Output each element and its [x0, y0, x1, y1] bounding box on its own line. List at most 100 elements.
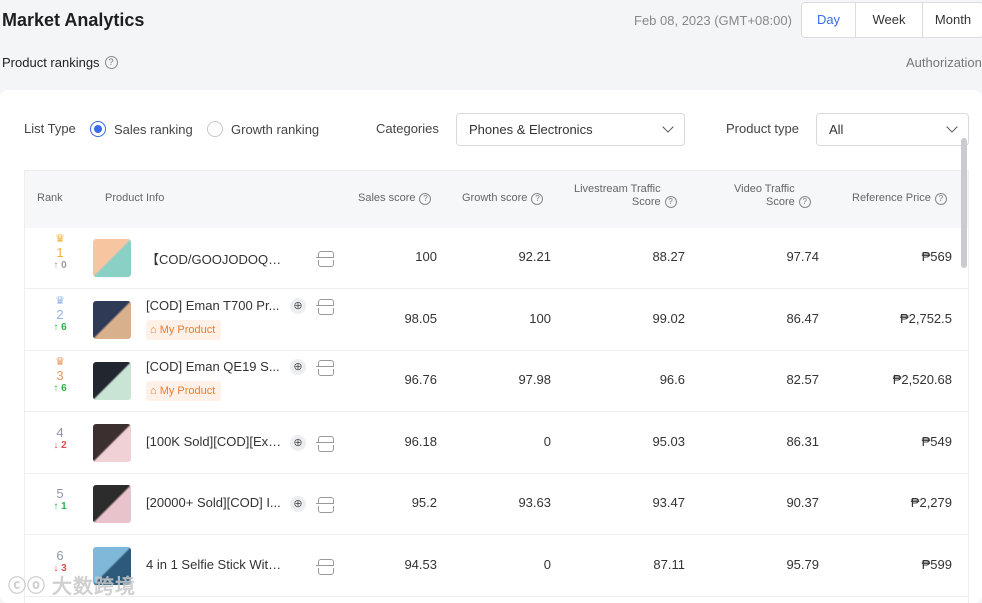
product-name[interactable]: 【COD/GOOJODOQ】E... — [146, 252, 284, 267]
scan-icon[interactable] — [316, 558, 334, 575]
date-display: Feb 08, 2023 (GMT+08:00) — [634, 13, 792, 28]
reference-price: ₱549 — [921, 433, 952, 449]
table-row[interactable]: ♛ 1 ↑ 0 【COD/GOOJODOQ】E... 100 92.21 88.… — [25, 228, 968, 289]
header-livestream-score[interactable]: Livestream Traffic Score ? — [574, 183, 677, 209]
rank-number: 5 — [56, 486, 64, 501]
rank-trend: ↓ 2 — [53, 439, 67, 451]
reference-price: ₱569 — [921, 249, 952, 264]
livestream-score: 95.03 — [652, 433, 685, 449]
chevron-down-icon — [662, 121, 674, 133]
product-thumbnail[interactable] — [93, 362, 131, 400]
header-video-score[interactable]: Video Traffic Score ? — [734, 183, 811, 209]
header-rank: Rank — [37, 192, 63, 204]
globe-icon[interactable]: ⊕ — [290, 496, 306, 512]
reference-price: ₱2,520.68 — [892, 372, 952, 387]
help-icon[interactable]: ? — [104, 56, 118, 69]
rankings-table: Rank Product Info Sales score? Growth sc… — [24, 170, 969, 603]
product-thumbnail[interactable] — [93, 546, 131, 585]
radio-checked-icon — [90, 121, 106, 137]
radio-unchecked-icon — [207, 121, 223, 137]
rank-trend: ↑ 6 — [53, 383, 67, 394]
product-type-label: Product type — [726, 121, 799, 136]
table-row[interactable]: 6 ↓ 3 4 in 1 Selfie Stick With Fill... 9… — [25, 535, 968, 597]
scan-icon[interactable] — [316, 496, 334, 513]
globe-icon[interactable]: ⊕ — [290, 359, 306, 375]
livestream-score: 93.47 — [652, 495, 685, 510]
table-row[interactable]: 4 ↓ 2 [100K Sold][COD][Exc... ⊕ 96.18 0 … — [25, 412, 968, 474]
my-product-badge: ⌂ My Product — [146, 381, 222, 401]
bag-icon: ⌂ — [150, 323, 160, 336]
globe-icon[interactable]: ⊕ — [290, 434, 306, 451]
rank-number: 6 — [56, 547, 64, 563]
sales-ranking-radio[interactable]: Sales ranking — [90, 121, 193, 137]
rank-cell: ♛ 2 ↑ 6 — [45, 295, 75, 334]
growth-ranking-label: Growth ranking — [231, 121, 320, 137]
rank-number: 3 — [56, 368, 64, 383]
sales-score: 100 — [415, 249, 437, 264]
reference-price: ₱599 — [921, 556, 952, 572]
sales-ranking-label: Sales ranking — [114, 121, 193, 137]
rank-cell: 4 ↓ 2 — [45, 425, 75, 452]
livestream-score: 88.27 — [652, 249, 685, 264]
sales-score: 96.18 — [404, 433, 437, 449]
product-thumbnail[interactable] — [93, 300, 131, 339]
video-score: 90.37 — [786, 495, 819, 510]
livestream-score: 96.6 — [659, 372, 685, 387]
help-icon: ? — [798, 196, 811, 208]
header-reference-price[interactable]: Reference Price? — [852, 192, 947, 205]
product-name[interactable]: [20000+ Sold][COD] I... — [146, 495, 281, 510]
product-type-select[interactable]: All — [816, 113, 969, 146]
product-name[interactable]: [COD] Eman T700 Pr... — [146, 297, 280, 313]
product-thumbnail[interactable] — [93, 239, 131, 277]
watermark-text: 大数跨境 — [52, 576, 136, 598]
product-name[interactable]: [100K Sold][COD][Exc... — [146, 433, 284, 449]
period-day-button[interactable]: Day — [802, 3, 856, 37]
table-row[interactable]: ♛ 2 ↑ 6 [COD] Eman T700 Pr... ⌂ My Produ… — [25, 289, 968, 351]
globe-icon[interactable]: ⊕ — [290, 297, 306, 314]
reference-price: ₱2,279 — [910, 495, 952, 510]
period-week-button[interactable]: Week — [856, 3, 923, 37]
scan-icon[interactable] — [316, 298, 334, 315]
growth-score: 93.63 — [518, 495, 551, 510]
page-header: Market Analytics Feb 08, 2023 (GMT+08:00… — [0, 0, 982, 90]
video-score: 95.79 — [786, 556, 819, 572]
help-icon: ? — [664, 196, 677, 208]
table-scrollbar[interactable] — [961, 138, 967, 268]
video-score: 97.74 — [786, 249, 819, 264]
growth-score: 0 — [543, 556, 551, 572]
categories-value: Phones & Electronics — [469, 122, 593, 137]
product-thumbnail[interactable] — [93, 485, 131, 523]
growth-score: 97.98 — [518, 372, 551, 387]
product-thumbnail[interactable] — [93, 423, 131, 462]
scan-icon[interactable] — [316, 359, 334, 376]
rank-cell: ♛ 1 ↑ 0 — [45, 234, 75, 272]
help-icon: ? — [934, 192, 947, 205]
rank-cell: ♛ 3 ↑ 6 — [45, 357, 75, 395]
header-growth-score[interactable]: Growth score? — [462, 192, 544, 205]
sales-score: 95.2 — [411, 495, 437, 510]
table-row[interactable]: 5 ↑ 1 [20000+ Sold][COD] I... ⊕ 95.2 93.… — [25, 474, 968, 535]
section-title: Product rankings ? — [2, 55, 118, 70]
scan-icon[interactable] — [316, 250, 334, 267]
list-type-label: List Type — [24, 121, 76, 136]
video-score: 86.47 — [786, 310, 819, 326]
product-name[interactable]: 4 in 1 Selfie Stick With Fill... — [146, 556, 284, 572]
rank-trend: ↑ 0 — [53, 260, 67, 271]
rank-number: 4 — [56, 424, 64, 440]
rank-cell: 5 ↑ 1 — [45, 486, 75, 513]
help-icon: ? — [419, 192, 432, 205]
growth-score: 0 — [543, 433, 551, 449]
my-product-badge: ⌂ My Product — [146, 319, 222, 340]
growth-ranking-radio[interactable]: Growth ranking — [207, 121, 319, 137]
video-score: 86.31 — [786, 433, 819, 449]
product-name[interactable]: [COD] Eman QE19 S... — [146, 359, 280, 374]
scan-icon[interactable] — [316, 435, 334, 452]
categories-select[interactable]: Phones & Electronics — [456, 113, 685, 146]
period-month-button[interactable]: Month — [934, 12, 972, 27]
rank-number: 2 — [56, 306, 64, 322]
authorization-link[interactable]: Authorization — [906, 55, 982, 70]
livestream-score: 87.11 — [653, 556, 685, 572]
table-header: Rank Product Info Sales score? Growth sc… — [25, 171, 968, 228]
header-sales-score[interactable]: Sales score? — [358, 192, 432, 205]
table-row[interactable]: ♛ 3 ↑ 6 [COD] Eman QE19 S... ⌂ My Produc… — [25, 351, 968, 412]
